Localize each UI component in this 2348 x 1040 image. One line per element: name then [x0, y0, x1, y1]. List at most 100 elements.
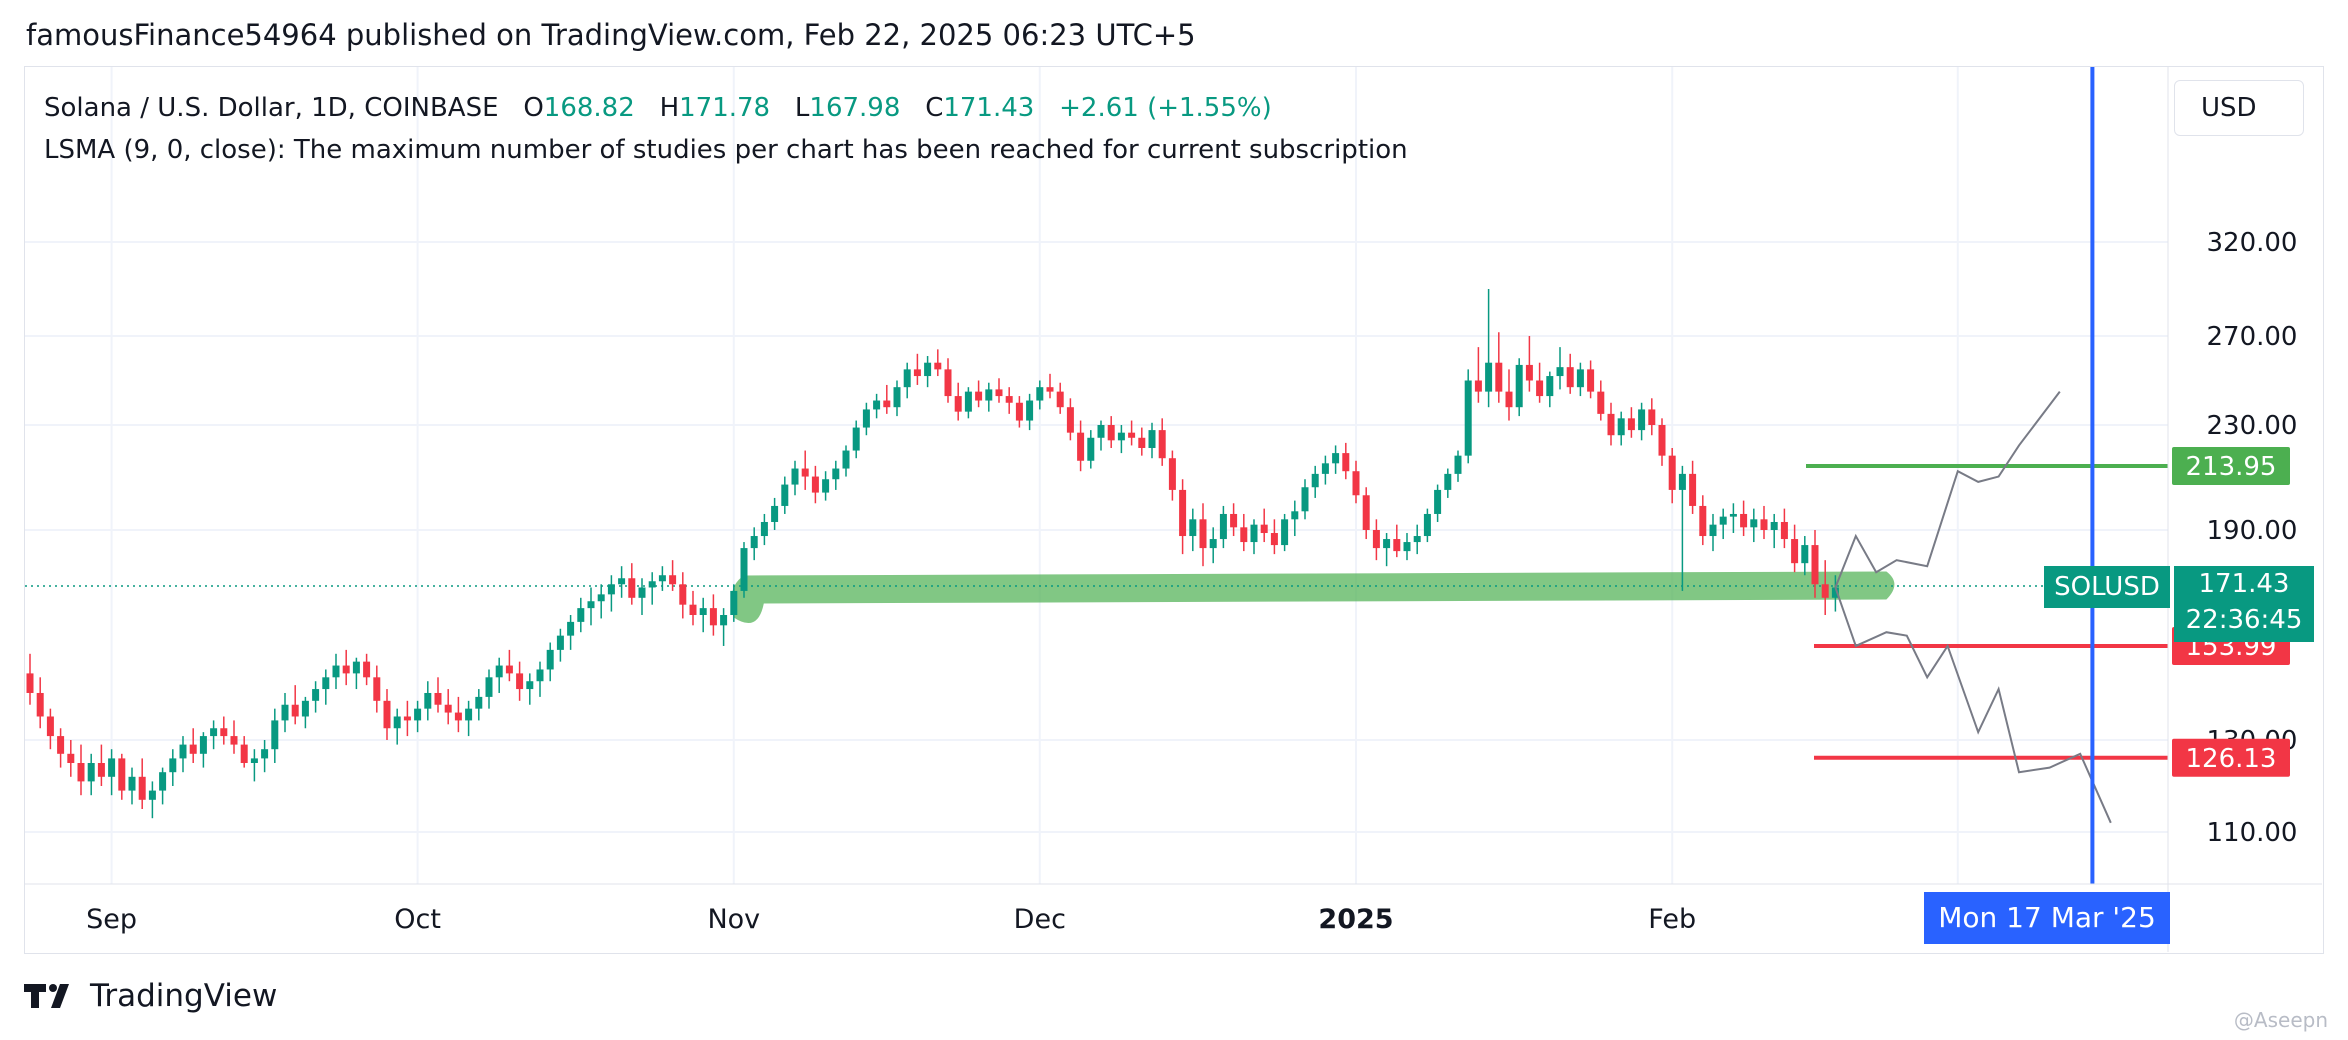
- candle-body: [893, 387, 901, 408]
- candle-body: [138, 776, 146, 800]
- candle-body: [199, 736, 207, 754]
- candle-body: [1801, 545, 1809, 564]
- tradingview-logo-icon: [24, 984, 69, 1008]
- candle-body: [658, 575, 666, 582]
- projection-down-path: [1834, 587, 2112, 824]
- candle-body: [597, 594, 605, 602]
- candle-body: [1546, 376, 1554, 397]
- candle-body: [1556, 367, 1564, 377]
- candle-body: [414, 708, 422, 721]
- candle-body: [1219, 513, 1227, 540]
- candle-body: [1791, 539, 1799, 564]
- candle-body: [924, 362, 932, 377]
- candle-body: [1689, 473, 1697, 506]
- published-header: famousFinance54964 published on TradingV…: [26, 18, 1196, 52]
- chart-frame[interactable]: [24, 66, 2324, 954]
- candle-body: [526, 681, 534, 690]
- candle-body: [1597, 391, 1605, 414]
- candle-body: [1311, 473, 1319, 488]
- candle-body: [1046, 387, 1054, 392]
- candle-body: [954, 396, 962, 412]
- symbol-title[interactable]: Solana / U.S. Dollar, 1D, COINBASE: [44, 93, 499, 123]
- candle-body: [97, 763, 105, 777]
- candle-body: [1393, 539, 1401, 552]
- open-value: 168.82: [543, 93, 635, 123]
- candle-body: [240, 744, 248, 763]
- x-tick-label: 2025: [1318, 904, 1393, 935]
- candle-body: [169, 758, 177, 773]
- y-tick-label: 320.00: [2207, 228, 2298, 258]
- candle-body: [1485, 362, 1493, 392]
- close-value: 171.43: [943, 93, 1035, 123]
- candle-body: [750, 536, 758, 549]
- candle-body: [852, 427, 860, 451]
- candle-body: [995, 389, 1003, 397]
- symbol-tag: SOLUSD: [2044, 566, 2170, 608]
- candle-body: [1342, 453, 1350, 472]
- candle-body: [679, 584, 687, 605]
- candle-body: [1699, 505, 1707, 537]
- candle-body: [128, 776, 136, 791]
- candle-body: [1005, 396, 1013, 403]
- y-tick-label: 230.00: [2207, 411, 2298, 441]
- x-tick-label: Oct: [394, 904, 441, 935]
- candle-body: [1505, 391, 1513, 408]
- candle-body: [1648, 409, 1656, 425]
- candle-body: [1831, 587, 1839, 598]
- candle-body: [475, 696, 483, 709]
- candle-body: [1729, 513, 1737, 517]
- currency-button[interactable]: USD: [2174, 80, 2304, 136]
- x-tick-label: Dec: [1014, 904, 1066, 935]
- candle-body: [638, 587, 646, 598]
- candle-body: [709, 608, 717, 626]
- last-price-value: 171.43: [2198, 569, 2290, 599]
- candle-body: [740, 548, 748, 591]
- candle-body: [1740, 513, 1748, 528]
- candle-body: [1403, 542, 1411, 552]
- low-label: L: [794, 93, 810, 123]
- candle-body: [210, 728, 218, 737]
- candle-body: [577, 608, 585, 622]
- candle-body: [1413, 536, 1421, 543]
- close-label: C: [925, 93, 944, 123]
- candle-body: [964, 391, 972, 412]
- candle-body: [301, 700, 309, 717]
- candle-body: [383, 700, 391, 729]
- candle-body: [1240, 527, 1248, 543]
- candle-body: [883, 400, 891, 408]
- candle-body: [1352, 471, 1360, 496]
- candle-body: [699, 608, 707, 616]
- candle-body: [1301, 487, 1309, 512]
- candle-body: [1209, 539, 1217, 549]
- candle-body: [1658, 425, 1666, 456]
- projection-up-path: [1834, 391, 2061, 588]
- x-tick-label: Sep: [86, 904, 137, 935]
- candle-body: [607, 584, 615, 595]
- study-line[interactable]: LSMA (9, 0, close): The maximum number o…: [44, 134, 1408, 165]
- candle-body: [77, 763, 85, 782]
- candle-body: [1199, 519, 1207, 549]
- candle-body: [1015, 402, 1023, 421]
- candle-body: [628, 578, 636, 598]
- candle-body: [108, 758, 116, 777]
- candle-body: [1495, 362, 1503, 392]
- candle-body: [1281, 519, 1289, 546]
- candle-body: [1464, 380, 1472, 456]
- candle-body: [36, 692, 44, 717]
- candle-body: [454, 712, 462, 721]
- candle-body: [1168, 458, 1176, 490]
- candle-body: [373, 677, 381, 701]
- ohlc-row: Solana / U.S. Dollar, 1D, COINBASE O168.…: [44, 88, 1408, 130]
- candle-body: [1230, 513, 1238, 528]
- candle-body: [1719, 516, 1727, 525]
- candle-body: [179, 744, 187, 759]
- candle-body: [26, 673, 34, 693]
- level-tag-label: 126.13: [2186, 744, 2277, 774]
- tradingview-logo[interactable]: TradingView: [24, 978, 277, 1014]
- candle-body: [556, 635, 564, 650]
- candle-body: [1423, 513, 1431, 537]
- candle-body: [271, 720, 279, 750]
- candle-body: [322, 677, 330, 690]
- candle-body: [1372, 530, 1380, 549]
